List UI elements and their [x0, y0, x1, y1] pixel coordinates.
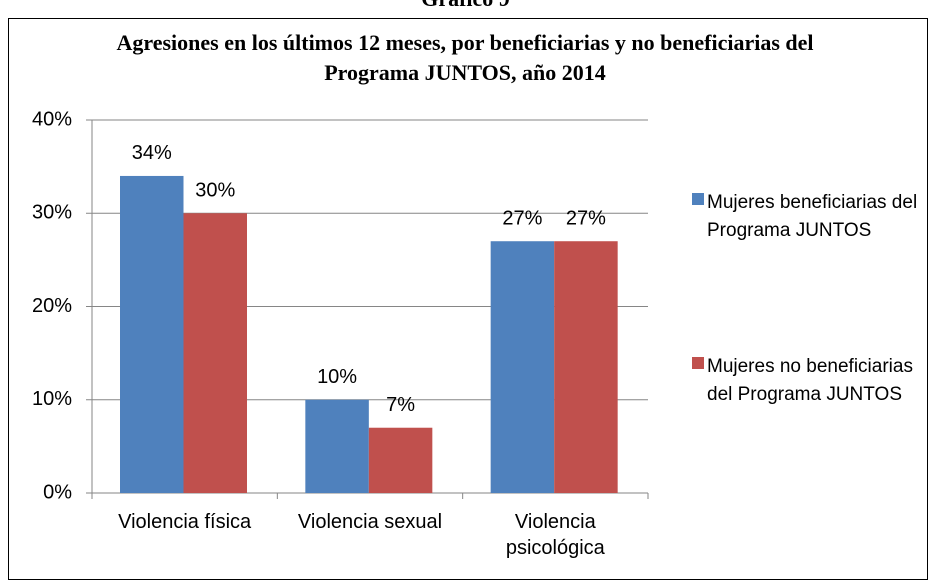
y-tick-label: 10% [32, 388, 72, 410]
y-tick-label: 40% [32, 108, 72, 130]
bar [183, 213, 247, 493]
x-tick-label: Violencia física [118, 511, 252, 533]
bar [120, 175, 184, 493]
y-tick-label: 30% [32, 202, 72, 224]
bar [368, 427, 433, 493]
value-label: 27% [502, 208, 542, 230]
y-tick-label: 20% [32, 295, 72, 317]
legend-swatch [692, 357, 704, 369]
chart-title: Agresiones en los últimos 12 meses, por … [116, 30, 814, 85]
value-label: 10% [317, 366, 357, 388]
x-tick-label: Violencia sexual [297, 511, 443, 533]
value-label: 34% [132, 142, 172, 164]
y-tick-label: 0% [43, 481, 72, 503]
legend-swatch [692, 193, 704, 205]
bar [490, 241, 555, 493]
supertitle: Gráfico 9 [0, 0, 931, 14]
legend-label: Mujeres beneficiarias del Programa JUNTO… [707, 192, 918, 241]
legend-label: Mujeres no beneficiarias del Programa JU… [707, 356, 913, 405]
value-label: 7% [386, 394, 415, 416]
x-tick-label: Violencia psicológica [505, 511, 605, 559]
bar [554, 241, 618, 493]
value-label: 27% [566, 208, 606, 230]
value-label: 30% [195, 180, 235, 202]
bar [305, 399, 369, 493]
